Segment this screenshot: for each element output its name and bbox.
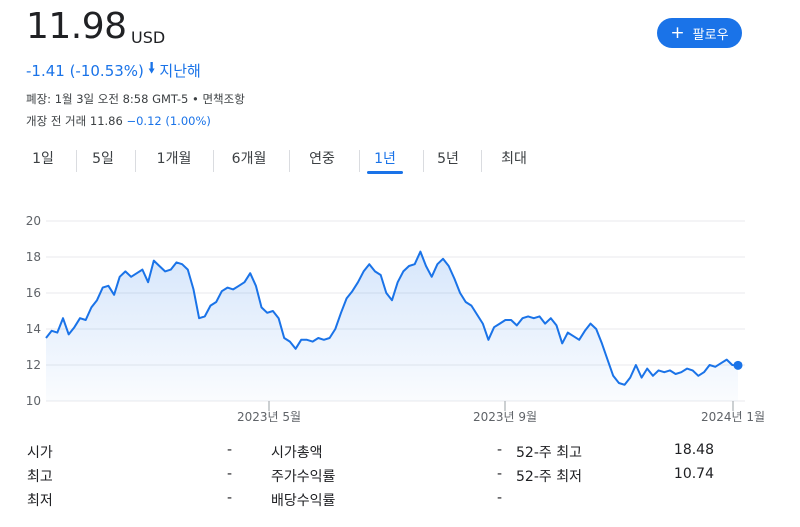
stat-label: 주가수익률 [271,469,336,485]
tab-1m[interactable]: 1개월 [156,151,192,167]
stat-value: 10.74 [673,466,714,482]
tab-ytd[interactable]: 연중 [309,151,335,167]
stat-value: - [496,466,502,482]
tab-1d[interactable]: 1일 [32,151,54,167]
tab-5y[interactable]: 5년 [437,151,459,167]
tab-divider [213,150,214,172]
y-axis: 20 18 16 14 12 10 [26,214,41,408]
tab-divider [135,150,136,172]
premarket-price: 11.86 [89,114,123,128]
tab-1y[interactable]: 1년 [367,148,403,174]
premarket-label: 개장 전 거래 [26,114,87,128]
change-value: -1.41 (-10.53%) [26,61,144,80]
y-tick-label: 10 [26,394,41,408]
stat-label: 시가 [27,445,53,461]
tab-6m[interactable]: 6개월 [231,151,267,167]
premarket-info: 개장 전 거래 11.86 −0.12 (1.00%) [26,113,211,129]
follow-label: 팔로우 [692,27,729,43]
tab-divider [481,150,482,172]
stat-label: 52-주 최고 [516,445,582,461]
last-price-dot [733,360,743,370]
follow-button[interactable]: + 팔로우 [657,18,742,48]
tab-divider [423,150,424,172]
tab-divider [289,150,290,172]
price-change: -1.41 (-10.53%) 🠛 지난해 [26,58,201,83]
y-tick-label: 12 [26,358,41,372]
stat-value: - [496,490,502,506]
close-info: 폐장: 1월 3일 오전 8:58 GMT-5 • 면책조항 [26,92,245,106]
stat-label: 배당수익률 [271,493,336,509]
arrow-down-icon: 🠛 [147,59,156,77]
price: 11.98 [26,6,127,47]
x-tick-label: 2023년 5월 [237,410,301,424]
stat-label: 시가총액 [271,445,323,461]
price-line [45,250,739,386]
currency: USD [131,28,166,47]
stat-value: - [496,442,502,458]
tab-max[interactable]: 최대 [501,151,527,167]
tab-divider [76,150,77,172]
stat-value: 18.48 [673,442,714,458]
x-tick-label: 2024년 1월 [701,410,765,424]
plus-icon: + [670,22,685,43]
stat-label: 최저 [27,493,53,509]
stat-label: 최고 [27,469,53,485]
x-axis: 2023년 5월 2023년 9월 2024년 1월 [237,401,765,424]
stat-value: - [226,490,232,506]
stat-value: - [226,442,232,458]
y-tick-label: 20 [26,214,41,228]
stat-value: - [226,466,232,482]
x-tick-label: 2023년 9월 [473,410,537,424]
price-area [46,251,738,401]
y-tick-label: 16 [26,286,41,300]
change-period: 지난해 [159,62,201,80]
y-tick-label: 18 [26,250,41,264]
y-tick-label: 14 [26,322,41,336]
stat-label: 52-주 최저 [516,469,582,485]
premarket-change: −0.12 (1.00%) [126,114,211,128]
tab-divider [359,150,360,172]
tab-5d[interactable]: 5일 [92,151,114,167]
price-chart[interactable]: 20 18 16 14 12 10 2023년 5월 2023년 9월 2024년 1월 [0,200,800,432]
